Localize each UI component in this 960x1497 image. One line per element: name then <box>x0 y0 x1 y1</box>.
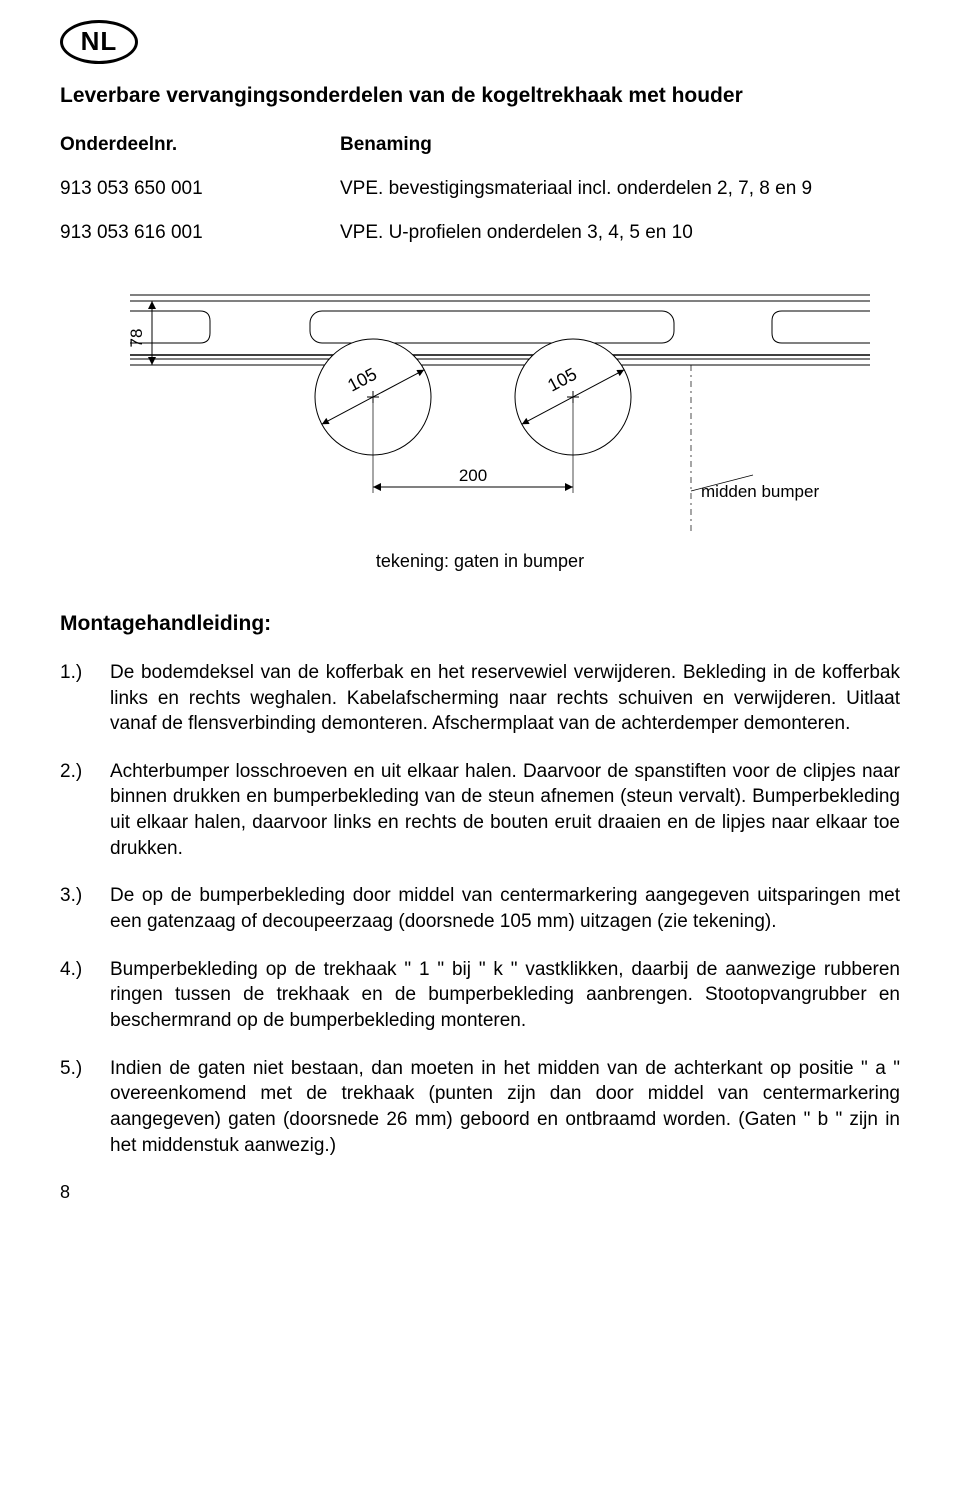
parts-cell-desc: VPE. bevestigingsmateriaal incl. onderde… <box>340 176 812 202</box>
step-item: 2.)Achterbumper losschroeven en uit elka… <box>60 759 900 862</box>
step-item: 1.)De bodemdeksel van de kofferbak en he… <box>60 660 900 737</box>
step-number: 2.) <box>60 759 110 862</box>
step-text: Indien de gaten niet bestaan, dan moeten… <box>110 1056 900 1159</box>
parts-header-col1: Onderdeelnr. <box>60 132 340 158</box>
step-text: De bodemdeksel van de kofferbak en het r… <box>110 660 900 737</box>
page-number: 8 <box>60 1180 900 1204</box>
svg-text:midden bumper: midden bumper <box>701 482 819 501</box>
parts-cell-partno: 913 053 650 001 <box>60 176 340 202</box>
page-title: Leverbare vervangingsonderdelen van de k… <box>60 82 900 110</box>
parts-header-col2: Benaming <box>340 132 432 158</box>
step-text: De op de bumperbekleding door middel van… <box>110 883 900 934</box>
step-number: 4.) <box>60 957 110 1034</box>
parts-cell-partno: 913 053 616 001 <box>60 220 340 246</box>
step-text: Bumperbekleding op de trekhaak " 1 " bij… <box>110 957 900 1034</box>
parts-row: 913 053 616 001 VPE. U-profielen onderde… <box>60 220 900 246</box>
step-number: 5.) <box>60 1056 110 1159</box>
svg-text:200: 200 <box>459 466 487 485</box>
step-item: 4.)Bumperbekleding op de trekhaak " 1 " … <box>60 957 900 1034</box>
step-item: 5.)Indien de gaten niet bestaan, dan moe… <box>60 1056 900 1159</box>
steps-list: 1.)De bodemdeksel van de kofferbak en he… <box>60 660 900 1158</box>
parts-header-row: Onderdeelnr. Benaming <box>60 132 900 158</box>
bumper-svg: 10510578200midden bumper <box>90 275 870 545</box>
step-number: 3.) <box>60 883 110 934</box>
section-heading: Montagehandleiding: <box>60 610 900 638</box>
parts-cell-desc: VPE. U-profielen onderdelen 3, 4, 5 en 1… <box>340 220 693 246</box>
diagram-caption: tekening: gaten in bumper <box>60 549 900 573</box>
country-badge: NL <box>60 20 138 64</box>
step-item: 3.)De op de bumperbekleding door middel … <box>60 883 900 934</box>
step-number: 1.) <box>60 660 110 737</box>
svg-text:78: 78 <box>127 329 146 348</box>
bumper-diagram: 10510578200midden bumper tekening: gaten… <box>60 275 900 573</box>
parts-row: 913 053 650 001 VPE. bevestigingsmateria… <box>60 176 900 202</box>
step-text: Achterbumper losschroeven en uit elkaar … <box>110 759 900 862</box>
